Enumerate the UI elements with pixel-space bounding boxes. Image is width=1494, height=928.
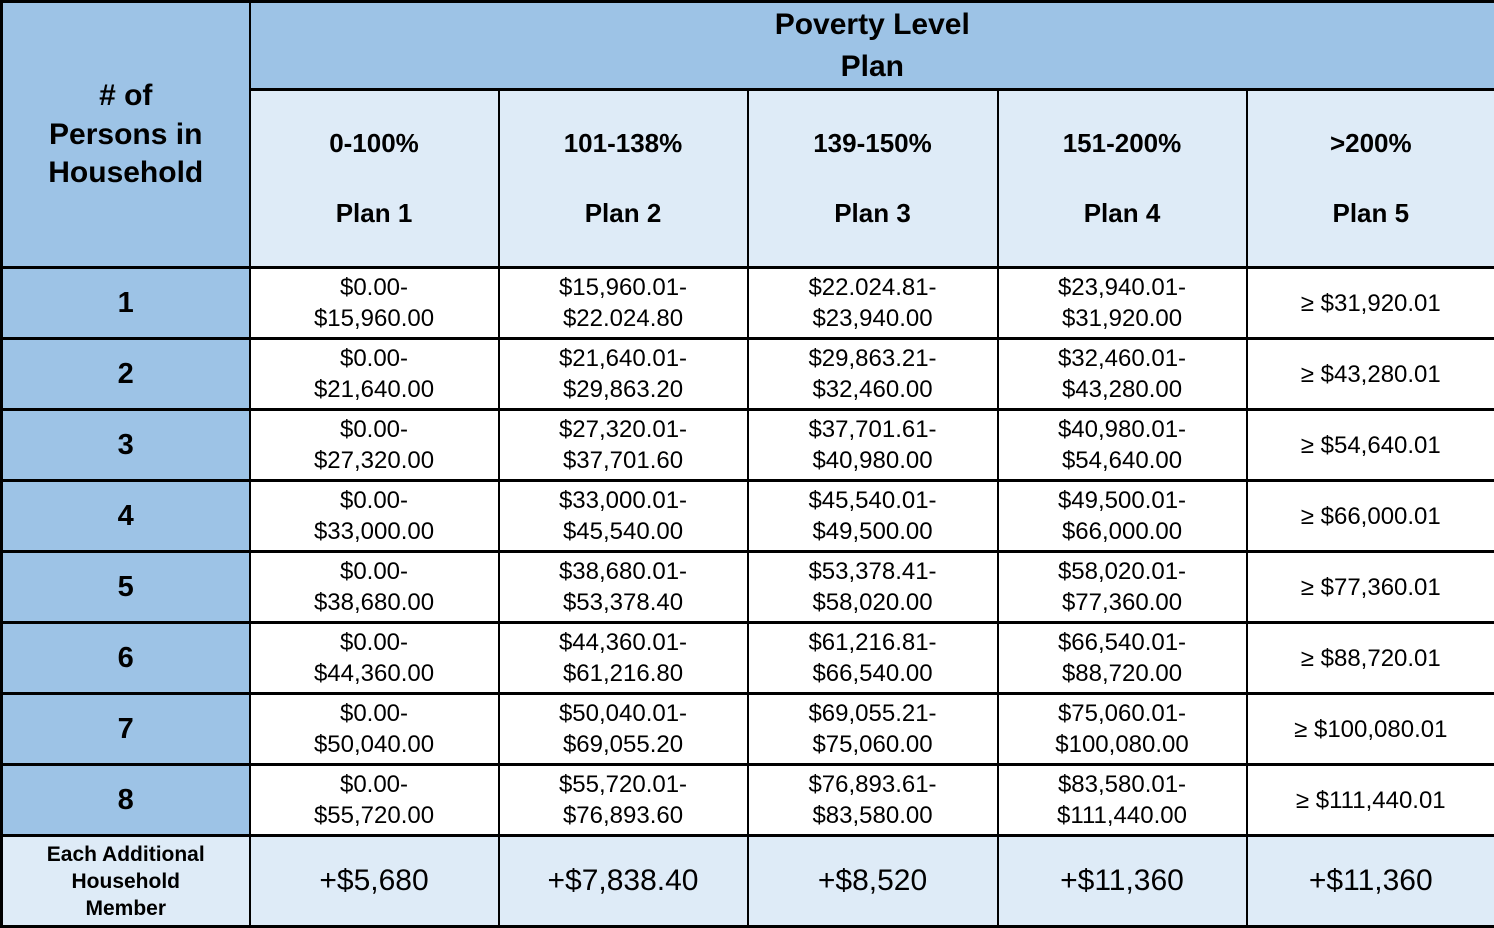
table-row: 2 $0.00- $21,640.00 $21,640.01- $29,863.… (2, 339, 1494, 410)
table-row: 4 $0.00- $33,000.00 $33,000.01- $45,540.… (2, 481, 1494, 552)
income-range-cell: $53,378.41- $58,020.00 (748, 552, 998, 623)
income-range-cell: $0.00- $21,640.00 (250, 339, 499, 410)
income-range-cell: $61,216.81- $66,540.00 (748, 623, 998, 694)
income-range-cell: $55,720.01- $76,893.60 (499, 765, 748, 836)
table-row: 6 $0.00- $44,360.00 $44,360.01- $61,216.… (2, 623, 1494, 694)
table-row: 5 $0.00- $38,680.00 $38,680.01- $53,378.… (2, 552, 1494, 623)
income-threshold-cell: ≥ $88,720.01 (1247, 623, 1494, 694)
income-range-cell: $0.00- $33,000.00 (250, 481, 499, 552)
household-size-cell: 5 (2, 552, 250, 623)
income-threshold-cell: ≥ $43,280.01 (1247, 339, 1494, 410)
plan-3-range: 139-150% (753, 126, 993, 161)
additional-member-row: Each Additional Household Member +$5,680… (2, 836, 1494, 927)
plan-2-column-header: 101-138% Plan 2 (499, 90, 748, 268)
table-row: 1 $0.00- $15,960.00 $15,960.01- $22.024.… (2, 268, 1494, 339)
income-range-cell: $50,040.01- $69,055.20 (499, 694, 748, 765)
household-size-cell: 7 (2, 694, 250, 765)
plan-3-column-header: 139-150% Plan 3 (748, 90, 998, 268)
household-size-cell: 1 (2, 268, 250, 339)
additional-member-amount: +$7,838.40 (499, 836, 748, 927)
income-range-cell: $32,460.01- $43,280.00 (998, 339, 1247, 410)
additional-member-label: Each Additional Household Member (2, 836, 250, 927)
plan-1-column-header: 0-100% Plan 1 (250, 90, 499, 268)
household-size-cell: 4 (2, 481, 250, 552)
plan-5-range: >200% (1252, 126, 1491, 161)
income-range-cell: $44,360.01- $61,216.80 (499, 623, 748, 694)
income-range-cell: $49,500.01- $66,000.00 (998, 481, 1247, 552)
income-range-cell: $0.00- $27,320.00 (250, 410, 499, 481)
additional-member-amount: +$11,360 (1247, 836, 1494, 927)
income-range-cell: $45,540.01- $49,500.00 (748, 481, 998, 552)
income-range-cell: $22.024.81- $23,940.00 (748, 268, 998, 339)
income-range-cell: $0.00- $15,960.00 (250, 268, 499, 339)
income-range-cell: $0.00- $50,040.00 (250, 694, 499, 765)
income-range-cell: $40,980.01- $54,640.00 (998, 410, 1247, 481)
household-size-cell: 8 (2, 765, 250, 836)
household-size-cell: 3 (2, 410, 250, 481)
plan-3-name: Plan 3 (753, 196, 993, 231)
income-threshold-cell: ≥ $66,000.01 (1247, 481, 1494, 552)
persons-in-household-header: # of Persons in Household (2, 2, 250, 268)
income-range-cell: $21,640.01- $29,863.20 (499, 339, 748, 410)
plan-4-range: 151-200% (1003, 126, 1242, 161)
income-range-cell: $27,320.01- $37,701.60 (499, 410, 748, 481)
table-row: 7 $0.00- $50,040.00 $50,040.01- $69,055.… (2, 694, 1494, 765)
plan-5-column-header: >200% Plan 5 (1247, 90, 1494, 268)
income-range-cell: $69,055.21- $75,060.00 (748, 694, 998, 765)
income-threshold-cell: ≥ $111,440.01 (1247, 765, 1494, 836)
income-threshold-cell: ≥ $100,080.01 (1247, 694, 1494, 765)
plan-2-range: 101-138% (504, 126, 743, 161)
household-size-cell: 2 (2, 339, 250, 410)
plan-1-name: Plan 1 (255, 196, 494, 231)
income-range-cell: $83,580.01- $111,440.00 (998, 765, 1247, 836)
income-range-cell: $15,960.01- $22.024.80 (499, 268, 748, 339)
income-range-cell: $58,020.01- $77,360.00 (998, 552, 1247, 623)
plan-2-name: Plan 2 (504, 196, 743, 231)
additional-member-amount: +$8,520 (748, 836, 998, 927)
plan-1-range: 0-100% (255, 126, 494, 161)
income-range-cell: $76,893.61- $83,580.00 (748, 765, 998, 836)
income-range-cell: $38,680.01- $53,378.40 (499, 552, 748, 623)
income-range-cell: $0.00- $38,680.00 (250, 552, 499, 623)
poverty-level-plan-header: Poverty Level Plan (250, 2, 1494, 90)
income-range-cell: $29,863.21- $32,460.00 (748, 339, 998, 410)
additional-member-amount: +$11,360 (998, 836, 1247, 927)
plan-4-column-header: 151-200% Plan 4 (998, 90, 1247, 268)
income-range-cell: $66,540.01- $88,720.00 (998, 623, 1247, 694)
income-range-cell: $0.00- $55,720.00 (250, 765, 499, 836)
income-threshold-cell: ≥ $54,640.01 (1247, 410, 1494, 481)
income-threshold-cell: ≥ $77,360.01 (1247, 552, 1494, 623)
table-row: 3 $0.00- $27,320.00 $27,320.01- $37,701.… (2, 410, 1494, 481)
plan-5-name: Plan 5 (1252, 196, 1491, 231)
income-range-cell: $33,000.01- $45,540.00 (499, 481, 748, 552)
income-range-cell: $37,701.61- $40,980.00 (748, 410, 998, 481)
income-range-cell: $23,940.01- $31,920.00 (998, 268, 1247, 339)
household-size-cell: 6 (2, 623, 250, 694)
income-threshold-cell: ≥ $31,920.01 (1247, 268, 1494, 339)
table-row: 8 $0.00- $55,720.00 $55,720.01- $76,893.… (2, 765, 1494, 836)
income-range-cell: $75,060.01- $100,080.00 (998, 694, 1247, 765)
additional-member-amount: +$5,680 (250, 836, 499, 927)
income-range-cell: $0.00- $44,360.00 (250, 623, 499, 694)
plan-4-name: Plan 4 (1003, 196, 1242, 231)
